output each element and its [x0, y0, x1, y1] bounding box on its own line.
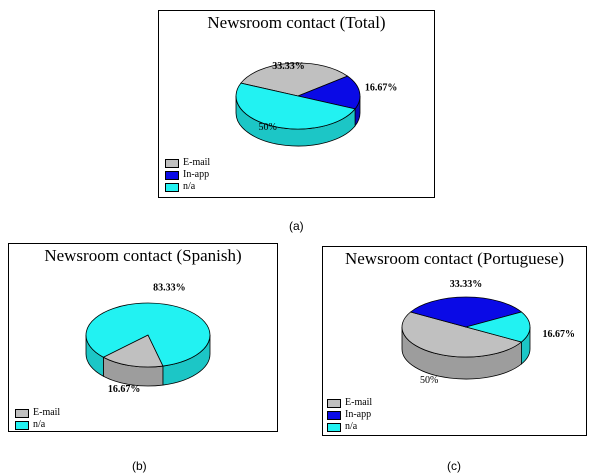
- data-label: 50%: [259, 122, 277, 133]
- pie-chart: 16.67% 83.33%: [85, 283, 211, 395]
- legend-swatch: [327, 410, 341, 420]
- pie-chart: 33.33% 16.67% 50%: [235, 61, 398, 147]
- legend-label: E-mail: [33, 407, 61, 418]
- figure-caption: (b): [132, 459, 147, 473]
- data-label: 33.33%: [272, 61, 305, 72]
- data-label: 50%: [420, 375, 438, 386]
- legend-item: n/a: [15, 419, 60, 431]
- pie-slice: [464, 311, 531, 343]
- legend-label: n/a: [345, 421, 358, 432]
- chart-title: Newsroom contact (Portuguese): [344, 249, 565, 268]
- data-label: 83.33%: [153, 283, 186, 294]
- legend-item: n/a: [165, 181, 210, 193]
- chart-title: Newsroom contact (Spanish): [44, 246, 242, 265]
- chart-panel-portuguese: Newsroom contact (Portuguese) 50% 33.33% 1…: [322, 246, 587, 436]
- legend-label: E-mail: [183, 157, 211, 168]
- legend-swatch: [327, 398, 341, 408]
- legend-item: In-app: [327, 409, 372, 421]
- data-label: 16.67%: [108, 384, 141, 395]
- legend-swatch: [15, 408, 29, 418]
- pie-slice: [296, 75, 361, 110]
- legend-item: E-mail: [15, 407, 60, 419]
- pie-slice: [409, 296, 523, 328]
- legend-label: In-app: [345, 409, 372, 420]
- pie-slice: [85, 302, 211, 367]
- legend-label: n/a: [33, 419, 46, 430]
- legend-item: E-mail: [165, 157, 210, 169]
- legend-label: In-app: [183, 169, 210, 180]
- pie-slice: [102, 334, 164, 368]
- legend-item: E-mail: [327, 397, 372, 409]
- pie-slice: [401, 311, 523, 358]
- figure-caption: (a): [289, 219, 304, 233]
- legend: E-mail In-app n/a: [165, 157, 210, 193]
- legend: E-mail n/a: [15, 407, 60, 431]
- legend-item: In-app: [165, 169, 210, 181]
- pie-slice: [240, 62, 349, 97]
- data-label: 16.67%: [365, 83, 398, 94]
- chart-panel-total: Newsroom contact (Total) 33.33% 16.67% 50%…: [158, 10, 435, 198]
- legend-label: E-mail: [345, 397, 373, 408]
- data-label: 33.33%: [450, 279, 483, 290]
- chart-panel-spanish: Newsroom contact (Spanish) 16.67% 83.33% …: [8, 243, 278, 432]
- chart-title: Newsroom contact (Total): [207, 13, 386, 32]
- data-label: 16.67%: [543, 329, 576, 340]
- pie-slice: [235, 82, 356, 130]
- legend-swatch: [165, 170, 179, 180]
- legend-swatch: [165, 158, 179, 168]
- legend-label: n/a: [183, 181, 196, 192]
- figure-caption: (c): [447, 459, 461, 473]
- legend: E-mail In-app n/a: [327, 397, 372, 433]
- legend-swatch: [327, 422, 341, 432]
- pie-chart: 50% 33.33% 16.67%: [401, 279, 576, 386]
- legend-swatch: [15, 420, 29, 430]
- legend-swatch: [165, 182, 179, 192]
- legend-item: n/a: [327, 421, 372, 433]
